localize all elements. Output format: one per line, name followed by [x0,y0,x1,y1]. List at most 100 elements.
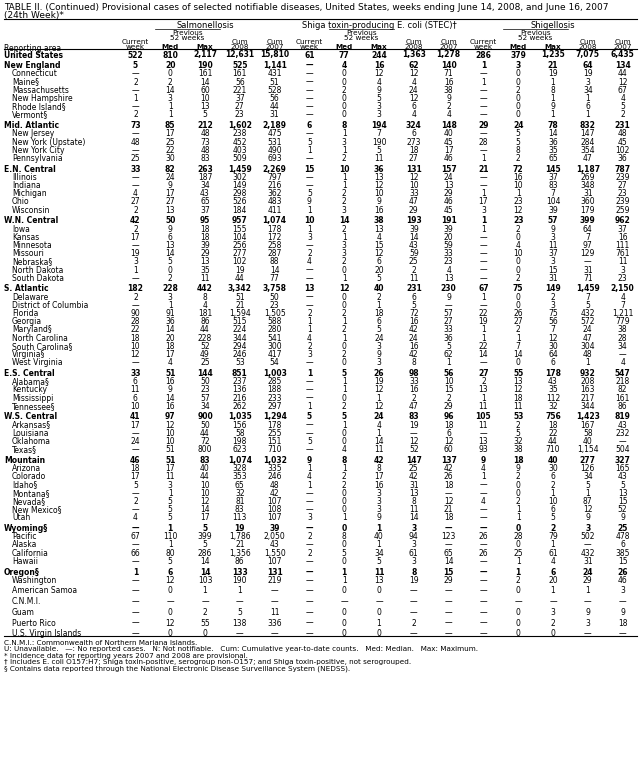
Text: † Includes E. coli O157:H7; Shiga toxin-positive, serogroup non-O157; and Shiga : † Includes E. coli O157:H7; Shiga toxin-… [4,659,411,665]
Text: 25: 25 [513,549,523,558]
Text: 354: 354 [581,145,595,154]
Text: 9: 9 [585,514,590,522]
Text: 0: 0 [516,629,520,638]
Text: Max: Max [370,44,387,50]
Text: 10: 10 [339,164,349,174]
Text: —: — [445,489,453,498]
Text: 0: 0 [342,301,347,310]
Text: 286: 286 [198,549,212,558]
Text: —: — [306,69,313,78]
Text: 5: 5 [342,369,347,378]
Text: 13: 13 [165,241,175,250]
Text: Nevada§: Nevada§ [12,497,45,506]
Text: —: — [306,524,313,533]
Text: —: — [131,301,139,310]
Text: 16: 16 [409,317,419,326]
Text: 9: 9 [168,224,172,234]
Text: 2: 2 [551,292,555,301]
Text: 302: 302 [233,173,247,182]
Text: Nebraska§: Nebraska§ [12,257,53,266]
Text: 48: 48 [200,129,210,139]
Text: 2: 2 [307,309,312,318]
Text: 90: 90 [131,309,140,318]
Text: —: — [131,145,139,154]
Text: 1: 1 [585,358,590,368]
Text: 0: 0 [551,629,556,638]
Text: 1: 1 [342,385,347,394]
Text: 851: 851 [232,369,247,378]
Text: 44: 44 [548,437,558,446]
Text: 216: 216 [233,393,247,403]
Text: 19: 19 [235,266,245,275]
Text: 11: 11 [165,473,175,481]
Text: 353: 353 [233,473,247,481]
Text: 1: 1 [481,61,486,70]
Text: 178: 178 [267,224,282,234]
Text: 86: 86 [618,402,628,411]
Text: 35: 35 [548,145,558,154]
Text: 14: 14 [548,129,558,139]
Text: —: — [306,497,313,506]
Text: 16: 16 [165,402,175,411]
Text: 5: 5 [168,505,172,514]
Text: 9: 9 [481,456,486,465]
Text: 20: 20 [374,266,384,275]
Text: 17: 17 [200,514,210,522]
Text: 188: 188 [267,385,282,394]
Text: —: — [306,377,313,386]
Text: —: — [479,257,487,266]
Text: 0: 0 [376,629,381,638]
Text: 1: 1 [307,145,312,154]
Text: 45: 45 [444,205,453,215]
Text: Alaska: Alaska [12,540,37,549]
Text: New Mexico§: New Mexico§ [12,505,62,514]
Text: 13: 13 [479,437,488,446]
Text: * Incidence data for reporting years 2007 and 2008 are provisional.: * Incidence data for reporting years 200… [4,653,248,659]
Text: 11: 11 [270,608,279,617]
Text: 198: 198 [233,437,247,446]
Text: 40: 40 [200,464,210,473]
Text: 82: 82 [165,164,176,174]
Text: 13: 13 [200,257,210,266]
Text: 1: 1 [516,557,520,565]
Text: 6: 6 [307,121,312,130]
Text: 14: 14 [513,350,523,359]
Text: 2: 2 [342,257,347,266]
Text: 18: 18 [618,619,628,628]
Text: 2: 2 [516,274,520,282]
Text: Oregon§: Oregon§ [4,568,40,577]
Text: —: — [479,576,487,584]
Text: 48: 48 [131,138,140,147]
Text: 27: 27 [131,197,140,206]
Text: 1: 1 [481,224,486,234]
Text: North Carolina: North Carolina [12,333,68,342]
Text: 57: 57 [548,216,558,225]
Text: 10: 10 [200,480,210,489]
Text: 3: 3 [342,205,347,215]
Text: 1: 1 [342,576,347,584]
Text: 6: 6 [412,292,416,301]
Text: 13: 13 [618,489,628,498]
Text: 12: 12 [444,497,453,506]
Text: —: — [306,597,313,606]
Text: 21: 21 [235,540,245,549]
Text: 0: 0 [342,437,347,446]
Text: 19: 19 [374,377,384,386]
Text: 1: 1 [515,568,521,577]
Text: E.N. Central: E.N. Central [4,164,56,174]
Text: 59: 59 [444,241,453,250]
Text: —: — [619,437,626,446]
Text: 5: 5 [376,274,381,282]
Text: 8: 8 [377,464,381,473]
Text: —: — [306,428,313,438]
Text: 104: 104 [545,197,560,206]
Text: 693: 693 [267,154,282,163]
Text: 102: 102 [615,145,630,154]
Text: 1,423: 1,423 [576,412,600,422]
Text: 72: 72 [513,164,524,174]
Text: 5: 5 [516,428,520,438]
Text: 3: 3 [307,514,312,522]
Text: 52: 52 [200,342,210,351]
Text: 1: 1 [516,505,520,514]
Text: 6: 6 [551,568,556,577]
